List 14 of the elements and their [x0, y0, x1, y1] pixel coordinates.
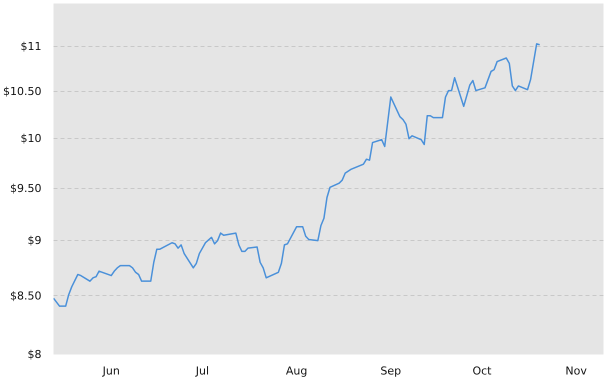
y-tick-label: $9 [28, 234, 42, 248]
y-tick-label: $11 [20, 40, 42, 53]
x-tick-label: Jul [194, 364, 210, 378]
y-tick-label: $10 [20, 132, 42, 146]
y-tick-label: $10.50 [3, 84, 42, 98]
y-tick-label: $8.50 [10, 289, 42, 302]
x-tick-label: Oct [472, 364, 492, 378]
y-tick-label: $8 [28, 348, 42, 361]
y-tick-label: $9.50 [10, 182, 42, 195]
line-series [54, 43, 540, 307]
x-tick-label: Sep [380, 364, 402, 378]
x-tick-label: Aug [286, 364, 308, 378]
x-tick-label: Nov [565, 364, 588, 378]
x-tick-label: Jun [102, 364, 120, 378]
